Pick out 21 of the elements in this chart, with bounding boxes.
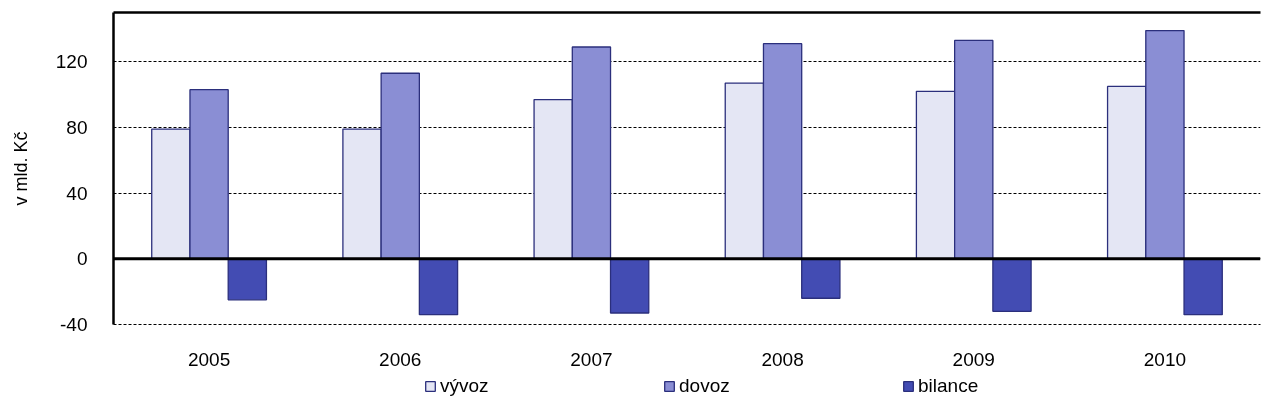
y-tick-label: 0 — [76, 248, 88, 270]
bar — [227, 258, 268, 301]
x-tick-label: 2007 — [570, 348, 613, 370]
y-tick-label: -40 — [60, 314, 88, 335]
bar — [1183, 258, 1223, 316]
y-tick-label: 80 — [66, 116, 88, 138]
x-tick-label: 2009 — [952, 348, 995, 370]
bar — [609, 258, 650, 314]
x-tick-label: 2008 — [761, 348, 804, 370]
legend-label: dovoz — [679, 375, 731, 397]
legend-label: bilance — [918, 375, 980, 397]
x-tick-label: 2006 — [379, 348, 422, 370]
bar — [992, 258, 1032, 313]
x-tick-label: 2005 — [187, 348, 231, 370]
x-tick-label: 2010 — [1143, 348, 1187, 370]
y-axis-title: v mld. Kč — [10, 131, 31, 206]
y-tick-label: 40 — [66, 182, 88, 204]
bar — [801, 258, 841, 299]
y-tick-label: 120 — [55, 51, 88, 73]
legend-label: vývoz — [440, 375, 490, 397]
bar — [418, 258, 459, 316]
